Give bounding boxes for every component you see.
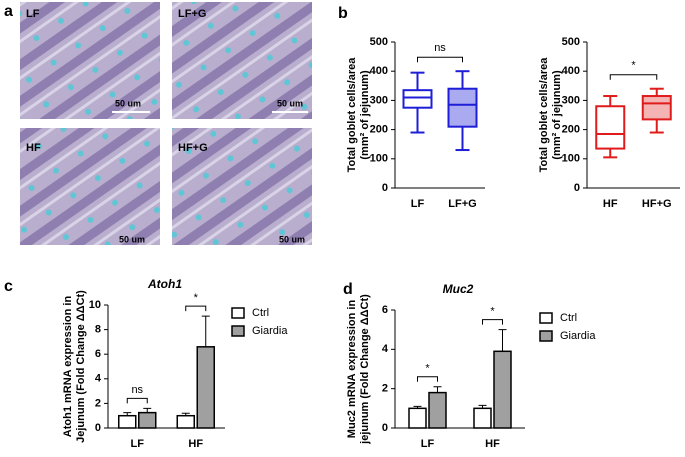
legend-label: Giardia <box>560 330 596 342</box>
error-bar <box>413 405 422 409</box>
y-tick-label: 500 <box>562 36 580 48</box>
y-tick-label: 400 <box>370 65 388 77</box>
significance-bracket <box>482 319 503 325</box>
y-axis-label: (mm² of jejunum) <box>551 70 563 160</box>
y-tick-label: 200 <box>370 124 388 136</box>
micrograph-grid: LF LF+G HF HF+G 50 um 50 um 50 um 50 um <box>20 2 312 245</box>
micrograph-label: HF <box>26 142 41 154</box>
box <box>595 105 626 150</box>
significance-bracket <box>185 305 207 312</box>
error-bar <box>478 404 487 409</box>
micrograph <box>20 128 160 245</box>
micrograph-label: LF <box>26 8 40 20</box>
y-tick-label: 6 <box>95 348 101 360</box>
y-tick-label: 2 <box>382 383 388 395</box>
box <box>447 87 478 128</box>
panel-label: c <box>4 278 13 295</box>
scale-label: 50 um <box>279 234 305 244</box>
significance-bracket <box>126 397 148 404</box>
legend-swatch <box>231 307 245 319</box>
y-tick-label: 200 <box>562 124 580 136</box>
bar <box>118 414 137 429</box>
legend-label: Ctrl <box>252 307 269 319</box>
y-axis-label: (mm² of jejunum) <box>359 70 371 160</box>
error-bar <box>433 386 442 393</box>
x-tick-label: LF <box>411 198 425 210</box>
y-axis-label: Total goblet cells/area <box>346 57 358 173</box>
bar <box>196 346 215 429</box>
bar <box>176 414 195 429</box>
y-tick-label: 2 <box>95 397 101 409</box>
bar <box>493 350 512 429</box>
x-tick-label: HF <box>188 438 203 450</box>
legend-swatch <box>539 312 553 324</box>
scale-label: 50 um <box>277 98 303 108</box>
chart-title: Atoh1 <box>147 277 182 291</box>
legend-swatch <box>539 330 553 342</box>
significance-bracket <box>417 56 463 63</box>
panel-label: a <box>4 3 13 20</box>
bar <box>428 391 447 429</box>
significance-label: * <box>425 363 430 375</box>
x-tick-label: HF+G <box>642 198 672 210</box>
error-bar <box>201 315 210 347</box>
y-tick-label: 10 <box>89 299 101 311</box>
error-bar <box>498 329 507 352</box>
scale-label: 50 um <box>119 234 145 244</box>
y-tick-label: 8 <box>95 324 101 336</box>
significance-label: * <box>194 292 199 304</box>
y-tick-label: 0 <box>382 182 388 194</box>
significance-label: ns <box>131 384 143 396</box>
error-bar <box>123 412 132 416</box>
x-tick-label: HF <box>603 198 618 210</box>
micrograph <box>172 128 312 245</box>
box <box>402 89 433 109</box>
y-tick-label: 500 <box>370 36 388 48</box>
error-bar <box>143 407 152 413</box>
y-axis-label: Muc2 mRNA expression in <box>346 300 358 439</box>
box <box>641 95 672 121</box>
error-bar <box>181 412 190 416</box>
y-tick-label: 100 <box>370 153 388 165</box>
x-tick-label: LF+G <box>448 198 476 210</box>
y-axis-label: jejunum (Fold Change ΔΔCt) <box>359 294 371 445</box>
y-tick-label: 4 <box>382 343 389 355</box>
significance-label: ns <box>434 42 446 54</box>
legend-label: Giardia <box>252 325 288 337</box>
y-axis-label: Atoh1 mRNA expression in <box>62 296 74 438</box>
significance-bracket <box>417 376 438 382</box>
y-axis-label: Jejunum (Fold Change ΔΔCt) <box>75 290 87 443</box>
x-tick-label: LF <box>131 438 145 450</box>
panel-label: b <box>338 5 348 22</box>
micrograph-label: HF+G <box>178 142 208 154</box>
bar <box>408 407 427 429</box>
y-tick-label: 100 <box>562 153 580 165</box>
panel-label: d <box>343 281 353 298</box>
y-tick-label: 300 <box>562 94 580 106</box>
chart-title: Muc2 <box>443 282 474 296</box>
significance-label: * <box>490 306 495 318</box>
significance-label: * <box>631 60 636 72</box>
x-tick-label: HF <box>485 438 500 450</box>
micrograph <box>172 2 312 119</box>
bar <box>138 411 157 429</box>
y-tick-label: 0 <box>574 182 580 194</box>
x-tick-label: LF <box>421 438 435 450</box>
bar <box>473 407 492 429</box>
legend-label: Ctrl <box>560 312 577 324</box>
significance-bracket <box>609 74 658 80</box>
y-tick-label: 0 <box>95 422 101 434</box>
y-tick-label: 4 <box>95 373 102 385</box>
y-tick-label: 300 <box>370 94 388 106</box>
legend-swatch <box>231 325 245 337</box>
y-tick-label: 400 <box>562 65 580 77</box>
y-tick-label: 0 <box>382 422 388 434</box>
micrograph <box>20 2 160 119</box>
scale-label: 50 um <box>115 98 141 108</box>
micrograph-label: LF+G <box>178 8 206 20</box>
y-axis-label: Total goblet cells/area <box>538 57 550 173</box>
y-tick-label: 6 <box>382 304 388 316</box>
